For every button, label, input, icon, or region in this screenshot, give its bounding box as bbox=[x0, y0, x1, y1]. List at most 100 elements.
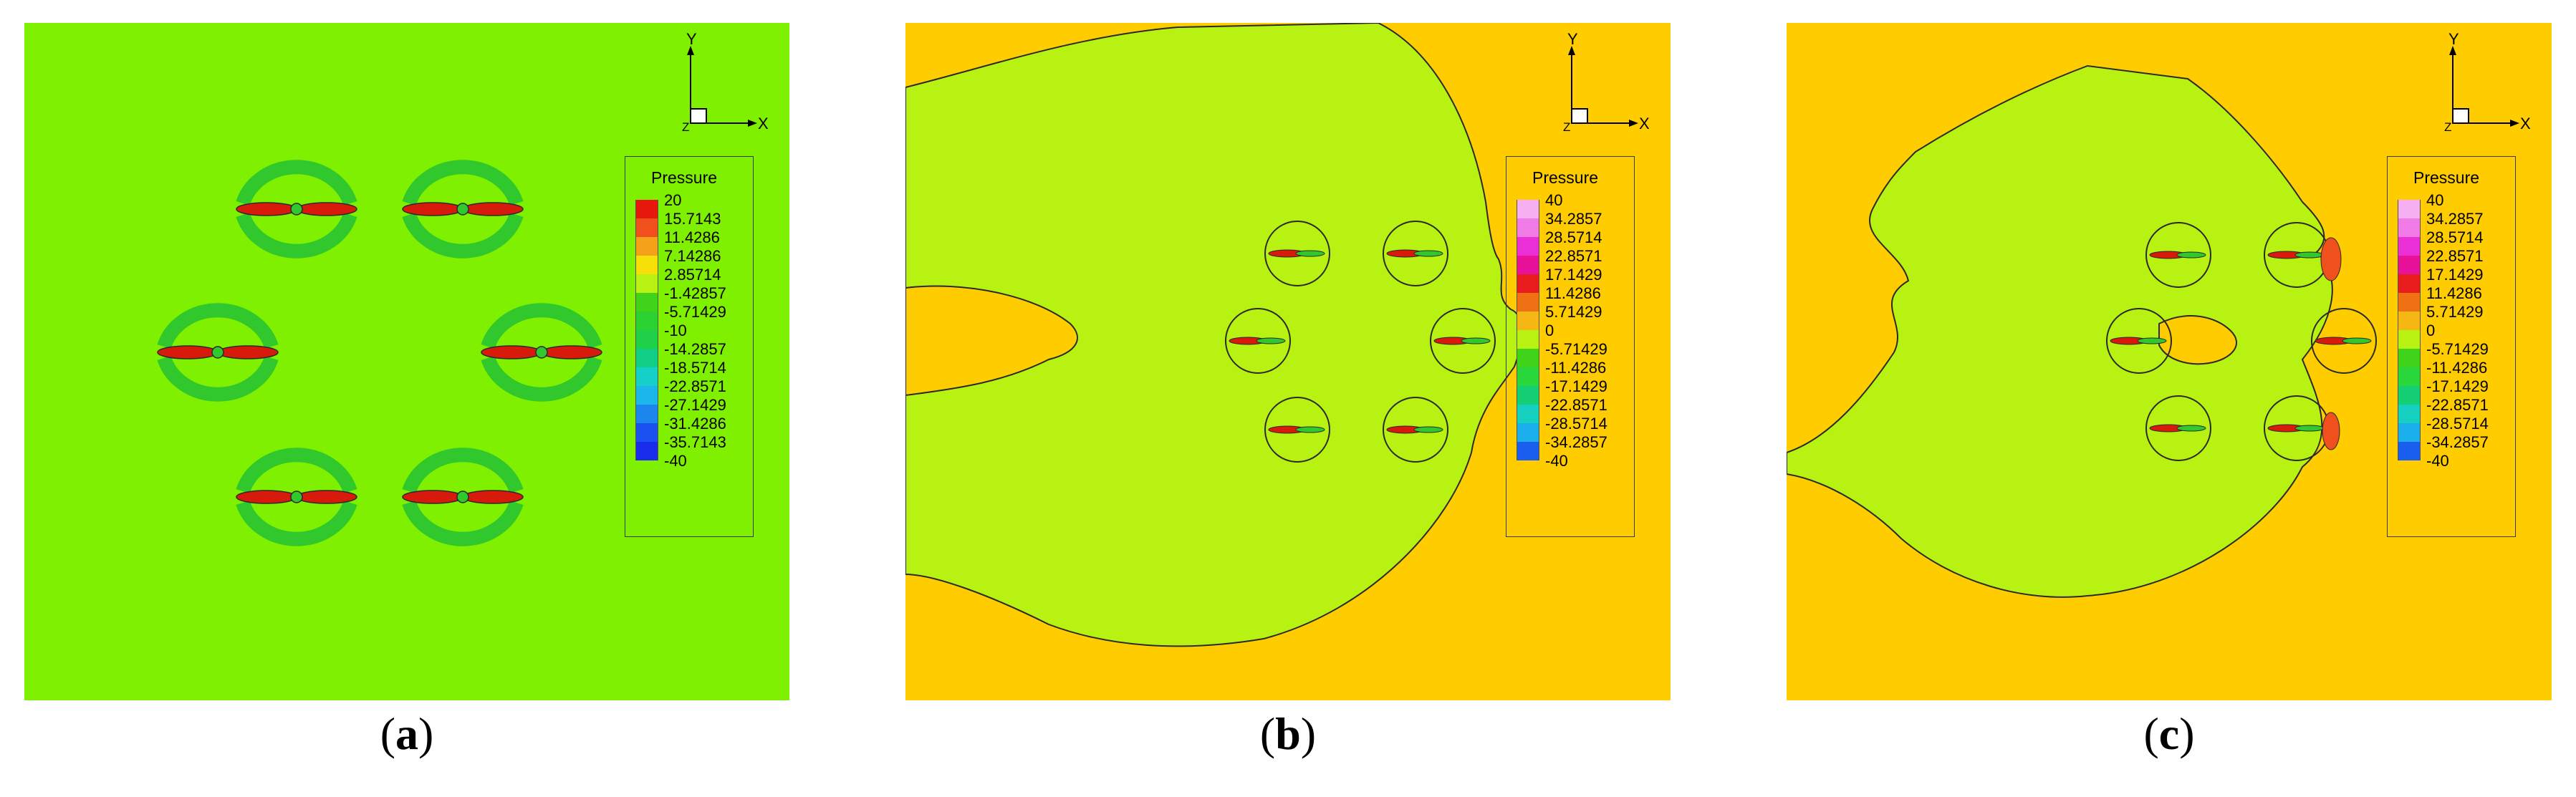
axis-z-label: Z bbox=[1563, 120, 1571, 134]
contour-plot-a: Y X Z Pressure 20 15.7143 11.4286 7.14286 2.… bbox=[24, 23, 789, 700]
background-fill bbox=[24, 23, 789, 700]
legend-label: 11.4286 bbox=[664, 228, 720, 246]
legend-label: 15.7143 bbox=[664, 210, 721, 228]
legend-swatch bbox=[1517, 349, 1635, 367]
legend-label: -5.71429 bbox=[2426, 340, 2489, 358]
legend-swatch bbox=[1517, 200, 1635, 218]
legend-label: -27.1429 bbox=[664, 396, 726, 414]
legend-swatch bbox=[2398, 237, 2517, 256]
pressure-legend: Pressure 40 34.2857 28.5714 22.8571 17.1429 1… bbox=[1506, 156, 1635, 537]
legend-swatch bbox=[2398, 200, 2517, 218]
legend-label: 11.4286 bbox=[1545, 284, 1601, 302]
legend-swatch bbox=[1517, 367, 1635, 386]
caption-b: (b) bbox=[1259, 708, 1317, 759]
legend-swatch bbox=[635, 274, 754, 293]
legend-label: -28.5714 bbox=[2426, 415, 2489, 433]
axis-triad-icon bbox=[2449, 46, 2519, 127]
legend-swatch bbox=[1517, 423, 1635, 442]
legend-swatch bbox=[635, 200, 754, 218]
legend-title: Pressure bbox=[2413, 168, 2480, 187]
axis-triad: Y X Z bbox=[662, 30, 769, 152]
legend-label: -40 bbox=[1545, 452, 1568, 470]
axis-triad-icon bbox=[687, 46, 757, 127]
legend-label: -31.4286 bbox=[664, 415, 726, 433]
legend-label: 40 bbox=[1545, 191, 1563, 209]
low-pressure-domain bbox=[1787, 64, 2333, 598]
legend-label: -5.71429 bbox=[1545, 340, 1607, 358]
legend-swatch bbox=[2398, 405, 2517, 423]
cylinder bbox=[402, 160, 524, 259]
legend-label: 5.71429 bbox=[1545, 303, 1602, 321]
cylinder-group-a bbox=[157, 160, 602, 546]
legend-swatch bbox=[635, 423, 754, 442]
legend-label: 17.1429 bbox=[2426, 266, 2484, 284]
legend-label: -28.5714 bbox=[1545, 415, 1607, 433]
legend-swatch bbox=[1517, 274, 1635, 293]
legend-label: -17.1429 bbox=[1545, 377, 1607, 395]
legend-title: Pressure bbox=[1532, 168, 1599, 187]
legend-label: 22.8571 bbox=[2426, 247, 2484, 265]
legend-swatch bbox=[1517, 237, 1635, 256]
axis-triad: Y X Z bbox=[1543, 30, 1650, 152]
axis-x-label: X bbox=[1639, 115, 1650, 132]
legend-label: -14.2857 bbox=[664, 340, 726, 358]
legend-label: 34.2857 bbox=[2426, 210, 2484, 228]
legend-swatch bbox=[2398, 386, 2517, 405]
orange-island bbox=[2158, 315, 2238, 365]
cylinder bbox=[2106, 308, 2172, 374]
legend-label: -22.8571 bbox=[664, 377, 726, 395]
pressure-field-b bbox=[905, 23, 1671, 700]
legend-label: -17.1429 bbox=[2426, 377, 2489, 395]
axis-y-label: Y bbox=[1567, 30, 1578, 48]
pressure-legend: Pressure 40 34.2857 28.5714 22.8571 17.1429 1… bbox=[2387, 156, 2516, 537]
cylinder bbox=[2311, 308, 2377, 374]
high-pressure-pocket bbox=[2322, 412, 2340, 450]
legend-swatch bbox=[2398, 218, 2517, 237]
legend-label: -11.4286 bbox=[1545, 359, 1607, 377]
legend-label: 0 bbox=[1545, 322, 1554, 339]
legend-label: -10 bbox=[664, 322, 687, 339]
cylinder bbox=[1225, 308, 1291, 374]
legend-swatch bbox=[635, 237, 754, 256]
caption-c: (c) bbox=[2143, 708, 2195, 759]
legend-swatch bbox=[2398, 349, 2517, 367]
legend-swatch bbox=[2398, 311, 2517, 330]
legend-swatch bbox=[635, 293, 754, 311]
cylinder bbox=[2264, 395, 2330, 461]
legend-label: -5.71429 bbox=[664, 303, 726, 321]
legend-swatch bbox=[1517, 386, 1635, 405]
cylinder bbox=[2145, 395, 2211, 461]
axis-triad: Y X Z bbox=[2424, 30, 2532, 152]
legend-label: 28.5714 bbox=[1545, 228, 1602, 246]
legend-swatch bbox=[1517, 293, 1635, 311]
legend-swatch bbox=[635, 386, 754, 405]
cylinder bbox=[402, 448, 524, 546]
legend-label: -40 bbox=[664, 452, 687, 470]
legend-swatch bbox=[1517, 311, 1635, 330]
cylinder bbox=[236, 448, 357, 546]
axis-y-label: Y bbox=[686, 30, 697, 48]
legend-swatch bbox=[635, 405, 754, 423]
legend-swatch bbox=[2398, 274, 2517, 293]
legend-label: -1.42857 bbox=[664, 284, 726, 302]
legend-swatch bbox=[2398, 423, 2517, 442]
legend-label: 40 bbox=[2426, 191, 2444, 209]
axis-z-label: Z bbox=[2444, 120, 2452, 134]
legend-title: Pressure bbox=[651, 168, 718, 187]
legend-label: 2.85714 bbox=[664, 266, 721, 284]
legend-label: -34.2857 bbox=[1545, 433, 1607, 451]
contour-plot-b: Y X Z Pressure 40 34.2857 28.5714 22.8571 17… bbox=[905, 23, 1671, 700]
legend-label: 11.4286 bbox=[2426, 284, 2482, 302]
pressure-field-a bbox=[24, 23, 789, 700]
cylinder bbox=[2145, 222, 2211, 288]
cylinder bbox=[1383, 397, 1448, 463]
legend-swatch bbox=[635, 367, 754, 386]
pressure-field-c bbox=[1787, 23, 2552, 700]
legend-label: -18.5714 bbox=[664, 359, 726, 377]
legend-swatch bbox=[2398, 330, 2517, 349]
legend-label: 34.2857 bbox=[1545, 210, 1602, 228]
legend-swatch bbox=[1517, 405, 1635, 423]
legend-swatch bbox=[1517, 330, 1635, 349]
legend-label: 28.5714 bbox=[2426, 228, 2484, 246]
legend-swatch bbox=[1517, 218, 1635, 237]
